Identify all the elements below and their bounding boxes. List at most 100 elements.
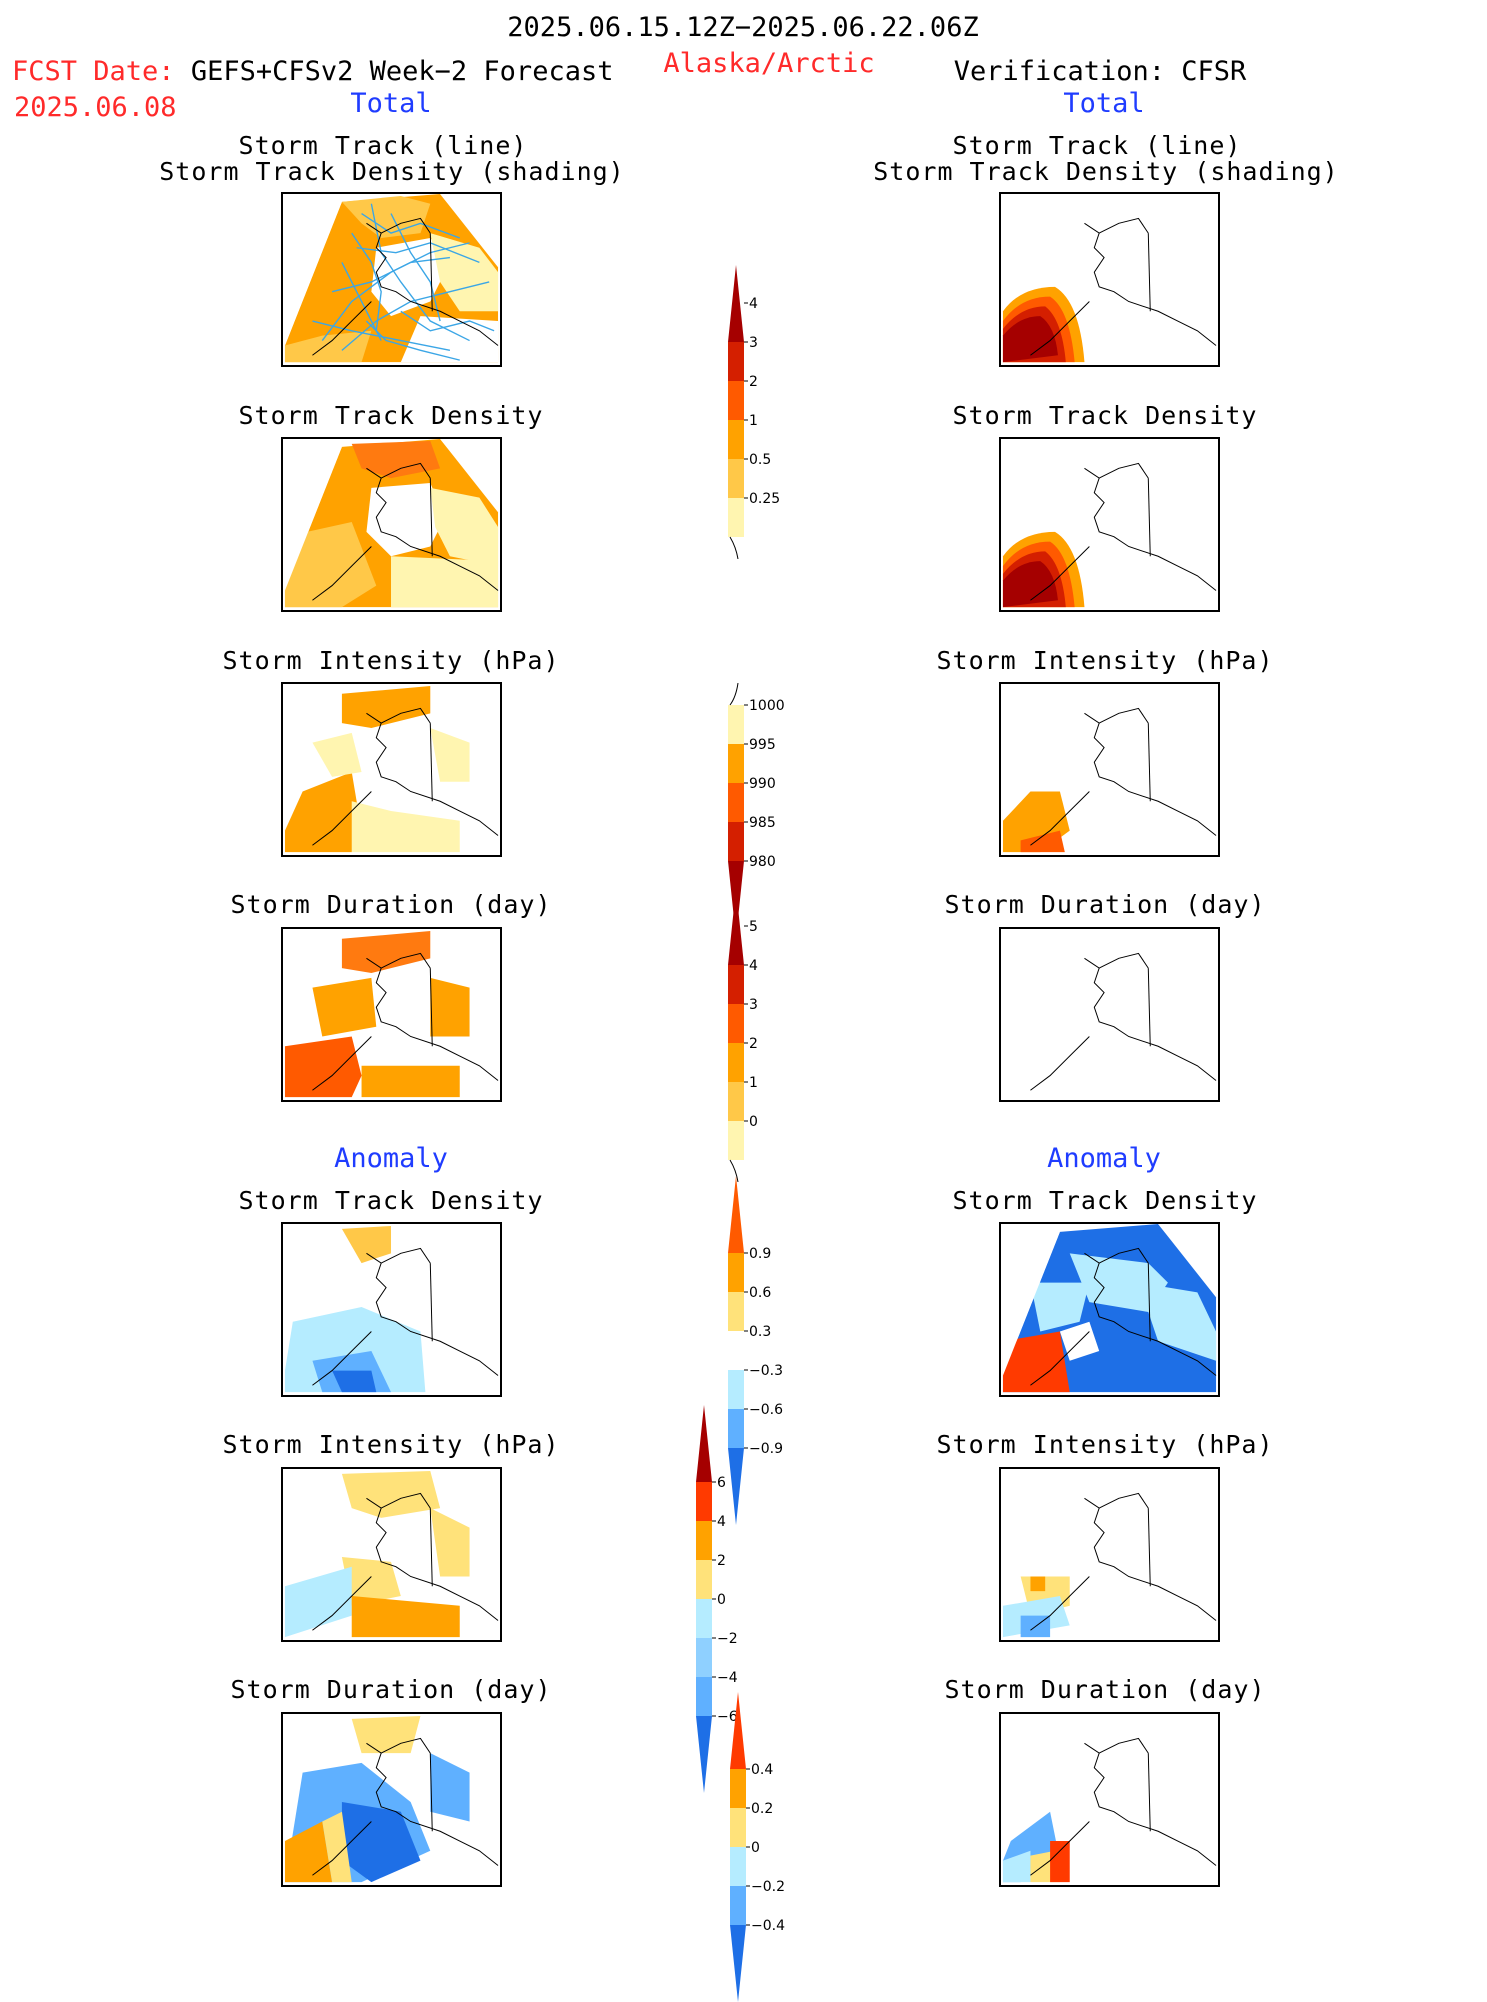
colorbar-label: −4 xyxy=(717,1670,738,1686)
colorbar-segment xyxy=(730,1808,746,1847)
colorbar-label: 0.25 xyxy=(749,491,780,507)
colorbar-tail xyxy=(729,536,739,559)
colorbar-label: 2 xyxy=(717,1553,726,1569)
colorbar-total-density: 4 3 2 1 0.5 0.25 xyxy=(728,265,780,559)
colorbar-label: −0.4 xyxy=(751,1918,785,1934)
colorbar-segment xyxy=(728,1292,744,1331)
title-track-line-left: Storm Track (line) xyxy=(238,131,528,160)
colorbar-arrow-bottom xyxy=(696,1716,712,1793)
map-verif-anom-duration xyxy=(999,1712,1220,1887)
colorbar-label: 5 xyxy=(749,919,758,935)
colorbar-arrow-bottom xyxy=(730,1925,746,2002)
fcst-date-label: FCST Date: xyxy=(12,56,175,87)
colorbar-arrow-top xyxy=(728,1176,744,1253)
colorbar-label: −2 xyxy=(717,1631,738,1647)
total-label-forecast: Total xyxy=(350,88,432,119)
colorbar-label: 2 xyxy=(749,1036,758,1052)
anomaly-label-verification: Anomaly xyxy=(1047,1143,1161,1174)
colorbar-segment xyxy=(728,705,744,744)
colorbar-segment xyxy=(730,1769,746,1808)
map-verif-track xyxy=(999,192,1220,367)
title-anom-density-right: Storm Track Density xyxy=(952,1186,1258,1215)
anomaly-label-forecast: Anomaly xyxy=(334,1143,448,1174)
colorbar-label: 3 xyxy=(749,997,758,1013)
colorbar-label: 980 xyxy=(749,854,776,870)
colorbar-label: 990 xyxy=(749,776,776,792)
colorbar-label: 4 xyxy=(717,1514,726,1530)
title-duration-right: Storm Duration (day) xyxy=(944,890,1266,919)
map-verif-anom-density xyxy=(999,1222,1220,1397)
colorbar-tail xyxy=(729,683,739,706)
colorbar-label: 4 xyxy=(749,958,758,974)
map-total-duration xyxy=(281,927,502,1102)
colorbar-segment xyxy=(728,1370,744,1409)
colorbar-label: −6 xyxy=(717,1709,738,1725)
colorbar-label: −0.3 xyxy=(749,1363,783,1379)
colorbar-label: 0 xyxy=(717,1592,726,1608)
title-anom-intensity-right: Storm Intensity (hPa) xyxy=(936,1430,1274,1459)
colorbar-label: 0.4 xyxy=(751,1762,773,1778)
colorbar-segment xyxy=(728,381,744,420)
region-label: Alaska/Arctic xyxy=(663,48,875,79)
colorbar-segment xyxy=(728,783,744,822)
title-anom-density-left: Storm Track Density xyxy=(238,1186,544,1215)
colorbar-segment xyxy=(728,1004,744,1043)
title-anom-duration-left: Storm Duration (day) xyxy=(230,1675,552,1704)
colorbar-label: 0.2 xyxy=(751,1801,773,1817)
colorbar-label: 0.6 xyxy=(749,1285,771,1301)
total-label-verification: Total xyxy=(1063,88,1145,119)
colorbar-arrow-top xyxy=(728,888,744,965)
colorbar-label: 6 xyxy=(717,1475,726,1491)
colorbar-tail xyxy=(729,1159,739,1182)
title-intensity-right: Storm Intensity (hPa) xyxy=(936,646,1274,675)
colorbar-segment xyxy=(728,1043,744,1082)
colorbar-segment xyxy=(728,822,744,861)
colorbar-segment xyxy=(728,1121,744,1160)
map-total-intensity xyxy=(281,682,502,857)
colorbar-label: 995 xyxy=(749,737,776,753)
title-density-left: Storm Track Density xyxy=(238,401,544,430)
colorbar-label: 2 xyxy=(749,374,758,390)
colorbar-arrow-bottom xyxy=(728,1448,744,1525)
colorbar-segment xyxy=(696,1521,712,1560)
title-track-shading-left: Storm Track Density (shading) xyxy=(159,157,625,186)
colorbar-label: 1 xyxy=(749,1075,758,1091)
map-anom-density xyxy=(281,1222,502,1397)
colorbar-segment xyxy=(728,498,744,537)
colorbar-anom-density: 0.9 0.6 0.3 −0.3 −0.6 −0.9 xyxy=(728,1176,783,1525)
map-total-density xyxy=(281,437,502,612)
title-anom-intensity-left: Storm Intensity (hPa) xyxy=(222,1430,560,1459)
colorbar-label: −0.9 xyxy=(749,1441,783,1457)
colorbar-segment xyxy=(728,459,744,498)
map-verif-anom-intensity xyxy=(999,1467,1220,1642)
colorbar-segment xyxy=(730,1886,746,1925)
colorbar-segment xyxy=(728,1253,744,1292)
colorbar-label: 3 xyxy=(749,335,758,351)
colorbar-segment xyxy=(730,1847,746,1886)
colorbar-label: 0.9 xyxy=(749,1246,771,1262)
colorbar-segment xyxy=(696,1638,712,1677)
colorbar-label: 1000 xyxy=(749,698,785,714)
colorbar-label: 0.3 xyxy=(749,1324,771,1340)
colorbar-segment xyxy=(728,342,744,381)
map-anom-duration xyxy=(281,1712,502,1887)
map-total-track xyxy=(281,192,502,367)
title-track-shading-right: Storm Track Density (shading) xyxy=(873,157,1339,186)
colorbar-segment xyxy=(728,965,744,1004)
colorbar-arrow-top xyxy=(696,1405,712,1482)
colorbar-segment xyxy=(728,1409,744,1448)
map-anom-intensity xyxy=(281,1467,502,1642)
colorbar-anom-intensity: 6 4 2 0 −2 −4 −6 xyxy=(696,1405,738,1793)
colorbar-segment xyxy=(696,1560,712,1599)
title-duration-left: Storm Duration (day) xyxy=(230,890,552,919)
colorbar-label: 0.5 xyxy=(749,452,771,468)
colorbar-label: −0.2 xyxy=(751,1879,785,1895)
colorbar-label: −0.6 xyxy=(749,1402,783,1418)
colorbar-segment xyxy=(728,420,744,459)
colorbar-segment xyxy=(728,1331,744,1370)
title-track-line-right: Storm Track (line) xyxy=(952,131,1242,160)
colorbar-label: 0 xyxy=(751,1840,760,1856)
verification-label: Verification: CFSR xyxy=(953,56,1247,87)
title-anom-duration-right: Storm Duration (day) xyxy=(944,1675,1266,1704)
colorbar-label: 985 xyxy=(749,815,776,831)
